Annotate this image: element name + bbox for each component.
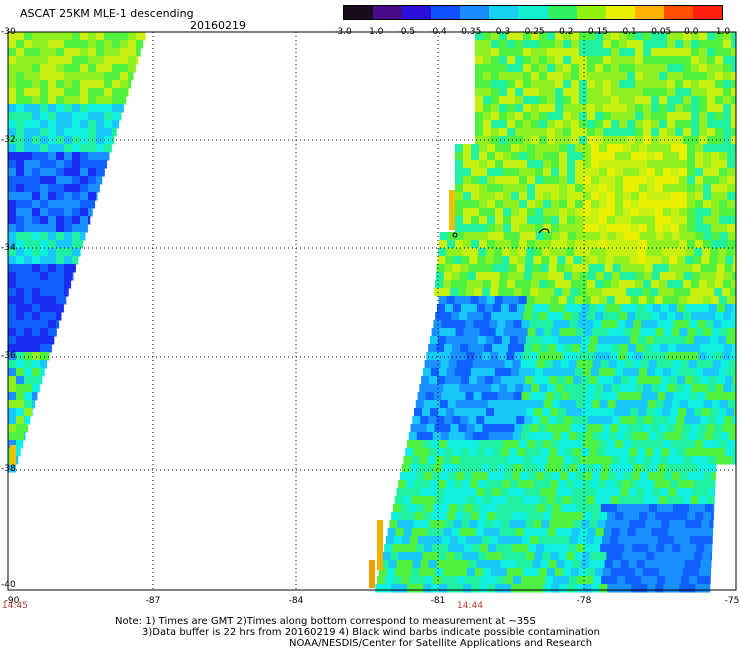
scatterometer-swaths bbox=[8, 32, 737, 593]
colorbar-label: -0.05 bbox=[648, 27, 672, 37]
colorbar-segment bbox=[431, 6, 461, 19]
colorbar-label: -0.3 bbox=[492, 27, 511, 37]
colorbar-label: -0.2 bbox=[555, 27, 574, 37]
lon-label-87: -87 bbox=[145, 596, 161, 606]
colorbar-label: -0.25 bbox=[521, 27, 545, 37]
colorbar-segment bbox=[576, 6, 606, 19]
colorbar-segment bbox=[489, 6, 519, 19]
colorbar-segment bbox=[634, 6, 664, 19]
note-line-1: Note: 1) Times are GMT 2)Times along bot… bbox=[115, 616, 536, 627]
colorbar-segment bbox=[518, 6, 548, 19]
colorbar-label: -0.5 bbox=[397, 27, 416, 37]
colorbar-segment bbox=[547, 6, 577, 19]
colorbar-segment bbox=[663, 6, 693, 19]
lon-label-75: -75 bbox=[724, 596, 740, 606]
lat-label-32: -32 bbox=[1, 135, 16, 145]
colorbar-label: -0.1 bbox=[619, 27, 637, 37]
colorbar-segment bbox=[605, 6, 635, 19]
colorbar-label: 1.0 bbox=[715, 27, 731, 37]
wind-barb-marker bbox=[538, 228, 550, 234]
note-line-2: 3)Data buffer is 22 hrs from 20160219 4)… bbox=[142, 627, 600, 638]
colorbar-label: -1.0 bbox=[365, 27, 384, 37]
lon-label-81: -81 bbox=[430, 596, 446, 606]
lat-label-30: -30 bbox=[1, 27, 16, 37]
colorbar-segment bbox=[402, 6, 432, 19]
lon-label-90: -90 bbox=[4, 596, 20, 606]
colorbar bbox=[343, 5, 723, 20]
time-label-right: 14:44 bbox=[457, 601, 483, 611]
colorbar-label: 0.0 bbox=[684, 27, 699, 37]
note-line-3: NOAA/NESDIS/Center for Satellite Applica… bbox=[289, 638, 593, 649]
lat-label-34: -34 bbox=[1, 243, 16, 253]
colorbar-label: -0.35 bbox=[458, 27, 482, 37]
lat-label-40: -40 bbox=[1, 580, 16, 590]
colorbar-segment bbox=[460, 6, 490, 19]
map-date: 20160219 bbox=[190, 19, 246, 32]
wind-barb-marker-small bbox=[452, 232, 458, 238]
graticule bbox=[8, 32, 736, 590]
plot-frame bbox=[7, 31, 737, 591]
colorbar-label: -0.4 bbox=[429, 27, 447, 37]
lat-label-36: -36 bbox=[1, 351, 16, 361]
colorbar-label: -3.0 bbox=[334, 27, 352, 37]
lat-label-38: -38 bbox=[1, 464, 16, 474]
map-title: ASCAT 25KM MLE-1 descending bbox=[20, 7, 194, 20]
colorbar-label: -0.15 bbox=[584, 27, 608, 37]
colorbar-segment bbox=[692, 6, 723, 19]
lon-label-78: -78 bbox=[576, 596, 592, 606]
lon-label-84: -84 bbox=[288, 596, 304, 606]
time-label-left: 14:45 bbox=[2, 601, 28, 611]
colorbar-segment bbox=[373, 6, 403, 19]
colorbar-segment bbox=[344, 6, 374, 19]
